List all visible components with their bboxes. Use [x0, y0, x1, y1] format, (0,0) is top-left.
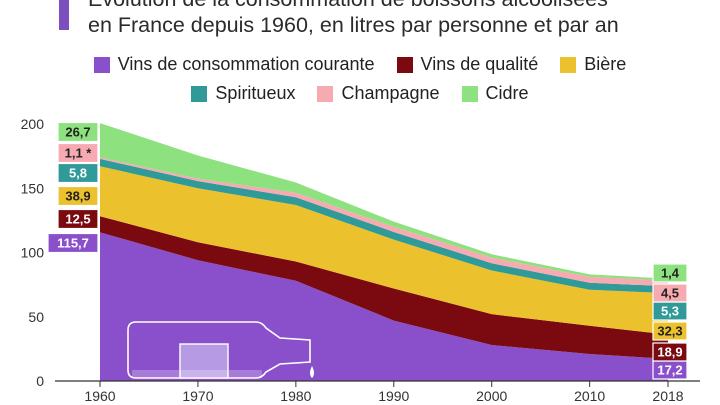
end-label-champagne: 4,5 — [661, 286, 679, 301]
end-label-vins-de-qualite-box — [652, 342, 688, 362]
bottle-illustration — [127, 321, 314, 379]
start-label-vins-de-qualite-box — [57, 208, 99, 230]
legend-swatch — [317, 85, 334, 102]
start-label-vins-de-consommation-courante: 115,7 — [57, 236, 89, 251]
end-label-biere: 32,3 — [657, 324, 682, 339]
y-tick-label: 200 — [21, 116, 45, 132]
legend-swatch — [191, 85, 208, 102]
y-tick-label: 100 — [21, 245, 45, 261]
area-spiritueux — [100, 158, 668, 294]
start-label-vins-de-qualite: 12,5 — [65, 212, 90, 227]
start-label-cidre-box — [57, 121, 99, 143]
x-tick-label: 2018 — [652, 388, 683, 404]
bottle-liquid — [132, 370, 262, 378]
start-label-spiritueux: 5,8 — [69, 166, 87, 181]
y-tick-label: 0 — [36, 373, 44, 389]
legend-item-biere: Bière — [560, 54, 626, 75]
end-label-biere-box — [652, 321, 688, 341]
area-biere — [100, 166, 668, 335]
legend-label: Champagne — [341, 83, 440, 103]
end-label-cidre: 1,4 — [661, 266, 680, 281]
x-tick-label: 1970 — [182, 388, 213, 404]
legend-item-vins-de-qualite: Vins de qualité — [396, 54, 539, 75]
end-label-vins-de-consommation-courante: 17,2 — [657, 363, 682, 378]
legend-swatch — [396, 56, 413, 73]
legend-item-spiritueux: Spiritueux — [191, 83, 295, 104]
start-label-biere-box — [57, 185, 99, 207]
start-label-champagne: 1,1 * — [65, 146, 93, 161]
start-label-spiritueux-box — [57, 162, 99, 184]
legend-row-1: Vins de consommation courante Vins de qua… — [0, 54, 720, 75]
drop-icon — [310, 366, 314, 378]
legend-label: Cidre — [485, 83, 529, 103]
start-label-champagne-box — [57, 142, 99, 164]
end-label-spiritueux: 5,3 — [661, 304, 679, 319]
legend-row-2: Spiritueux Champagne Cidre — [0, 83, 720, 104]
start-label-vins-de-consommation-courante-box — [47, 232, 99, 254]
area-champagne — [100, 157, 668, 287]
start-label-cidre: 26,7 — [65, 125, 90, 140]
x-tick-label: 2000 — [476, 388, 507, 404]
legend-item-vins-de-consommation-courante: Vins de consommation courante — [93, 54, 375, 75]
start-label-biere: 38,9 — [65, 189, 90, 204]
end-label-champagne-box — [652, 283, 688, 303]
x-tick-label: 1990 — [378, 388, 409, 404]
legend-swatch — [560, 56, 577, 73]
legend-swatch — [93, 56, 110, 73]
y-tick-label: 50 — [28, 309, 44, 325]
area-vins-de-consommation-courante — [100, 232, 668, 381]
legend-label: Spiritueux — [215, 83, 296, 103]
glass-icon — [179, 343, 229, 379]
legend-label: Bière — [584, 54, 627, 74]
chart-title-line-1: Évolution de la consommation de boissons… — [88, 0, 608, 12]
end-label-vins-de-qualite: 18,9 — [657, 345, 682, 360]
bottle-outline — [127, 321, 311, 379]
x-tick-label: 1960 — [84, 388, 115, 404]
legend-swatch — [461, 85, 478, 102]
legend-label: Vins de qualité — [420, 54, 539, 74]
legend-label: Vins de consommation courante — [117, 54, 375, 74]
legend-item-cidre: Cidre — [461, 83, 529, 104]
x-tick-label: 2010 — [574, 388, 605, 404]
area-vins-de-qualite — [100, 216, 668, 359]
title-accent-bar — [59, 0, 69, 30]
chart-title-line-2: en France depuis 1960, en litres par per… — [88, 13, 619, 37]
legend-item-champagne: Champagne — [317, 83, 440, 104]
end-label-cidre-box — [652, 263, 688, 283]
x-tick-label: 1980 — [280, 388, 311, 404]
y-tick-label: 150 — [21, 180, 45, 196]
